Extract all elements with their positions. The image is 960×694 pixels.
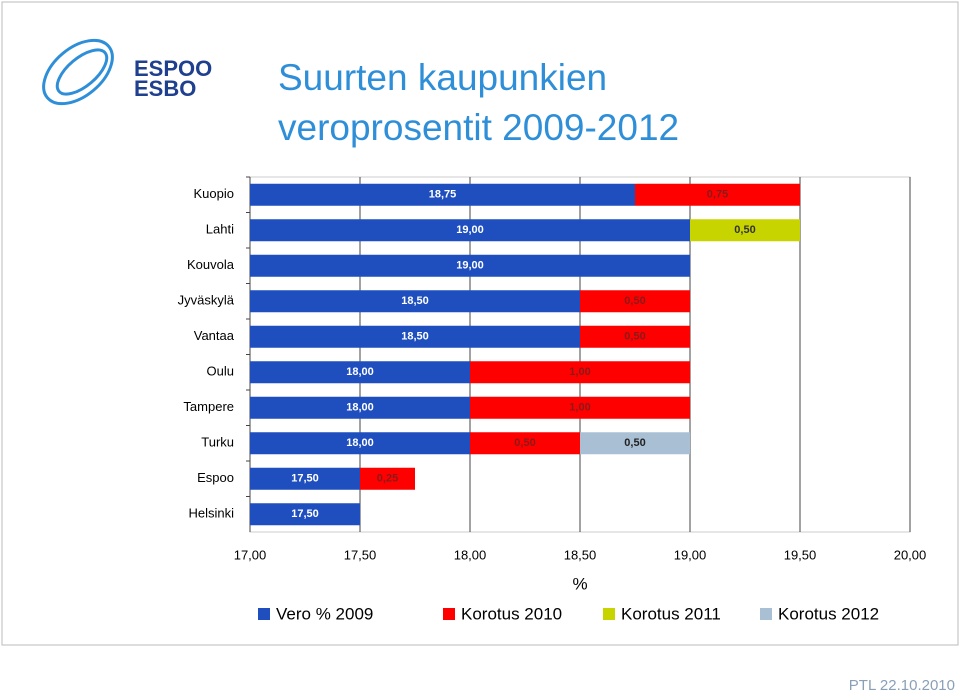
chart-title: veroprosentit 2009-2012 bbox=[278, 107, 679, 148]
x-tick-label: 19,00 bbox=[674, 547, 707, 562]
legend-label: Vero % 2009 bbox=[276, 604, 373, 623]
x-tick-label: 18,50 bbox=[564, 547, 597, 562]
bar-segment bbox=[580, 432, 690, 455]
chart-title: Suurten kaupunkien bbox=[278, 57, 607, 98]
value-label: 18,00 bbox=[346, 366, 374, 378]
y-tick-label: Vantaa bbox=[194, 328, 235, 343]
value-label: 18,75 bbox=[429, 189, 457, 201]
x-tick-label: 20,00 bbox=[894, 547, 927, 562]
bar-segment bbox=[635, 183, 800, 206]
bar-segment bbox=[690, 219, 800, 242]
legend-label: Korotus 2010 bbox=[461, 604, 562, 623]
value-label: 18,00 bbox=[346, 437, 374, 449]
legend-label: Korotus 2011 bbox=[621, 604, 721, 623]
value-label: 0,50 bbox=[624, 331, 645, 343]
bar-segment bbox=[470, 361, 690, 384]
logo-text: ESBO bbox=[134, 76, 196, 101]
value-label: 18,50 bbox=[401, 295, 429, 307]
y-tick-label: Kouvola bbox=[187, 257, 235, 272]
value-label: 17,50 bbox=[291, 508, 319, 520]
x-tick-label: 17,00 bbox=[234, 547, 267, 562]
bar-segment bbox=[250, 219, 690, 242]
bar-segment bbox=[250, 432, 470, 455]
value-label: 0,75 bbox=[707, 189, 728, 201]
y-tick-label: Kuopio bbox=[194, 186, 234, 201]
bar-segment bbox=[360, 467, 415, 490]
logo-mark bbox=[42, 38, 114, 106]
bar-segment bbox=[250, 325, 580, 348]
y-tick-label: Tampere bbox=[183, 399, 234, 414]
value-label: 0,50 bbox=[624, 295, 645, 307]
legend-label: Korotus 2012 bbox=[778, 604, 879, 623]
value-label: 1,00 bbox=[569, 402, 590, 414]
y-tick-label: Turku bbox=[201, 435, 234, 450]
bar-segment bbox=[250, 467, 360, 490]
value-label: 19,00 bbox=[456, 224, 484, 236]
bar-segment bbox=[470, 396, 690, 419]
y-tick-label: Oulu bbox=[207, 364, 234, 379]
footer: PTL 22.10.2010 bbox=[849, 677, 955, 694]
slide-frame bbox=[1, 1, 959, 646]
x-axis-label: % bbox=[572, 574, 587, 593]
value-label: 0,25 bbox=[377, 473, 398, 485]
y-tick-label: Jyväskylä bbox=[178, 293, 235, 308]
legend-swatch bbox=[760, 608, 772, 620]
bar-segment bbox=[250, 361, 470, 384]
bar-segment bbox=[580, 325, 690, 348]
value-label: 18,00 bbox=[346, 402, 374, 414]
logo-text: ESPOO bbox=[134, 56, 212, 81]
bar-segment bbox=[580, 290, 690, 313]
x-tick-label: 19,50 bbox=[784, 547, 817, 562]
bar-segment bbox=[250, 254, 690, 277]
value-label: 0,50 bbox=[514, 437, 535, 449]
value-label: 18,50 bbox=[401, 331, 429, 343]
legend-swatch bbox=[603, 608, 615, 620]
bar-segment bbox=[470, 432, 580, 455]
value-label: 1,00 bbox=[569, 366, 590, 378]
bar-segment bbox=[250, 183, 635, 206]
y-tick-label: Espoo bbox=[197, 470, 234, 485]
y-tick-label: Helsinki bbox=[188, 506, 234, 521]
value-label: 0,50 bbox=[624, 437, 645, 449]
legend-swatch bbox=[258, 608, 270, 620]
value-label: 17,50 bbox=[291, 473, 319, 485]
bar-segment bbox=[250, 503, 360, 526]
bar-segment bbox=[250, 396, 470, 419]
value-label: 19,00 bbox=[456, 260, 484, 272]
x-tick-label: 18,00 bbox=[454, 547, 487, 562]
value-label: 0,50 bbox=[734, 224, 755, 236]
x-tick-label: 17,50 bbox=[344, 547, 377, 562]
bar-segment bbox=[250, 290, 580, 313]
legend-swatch bbox=[443, 608, 455, 620]
y-tick-label: Lahti bbox=[206, 222, 234, 237]
